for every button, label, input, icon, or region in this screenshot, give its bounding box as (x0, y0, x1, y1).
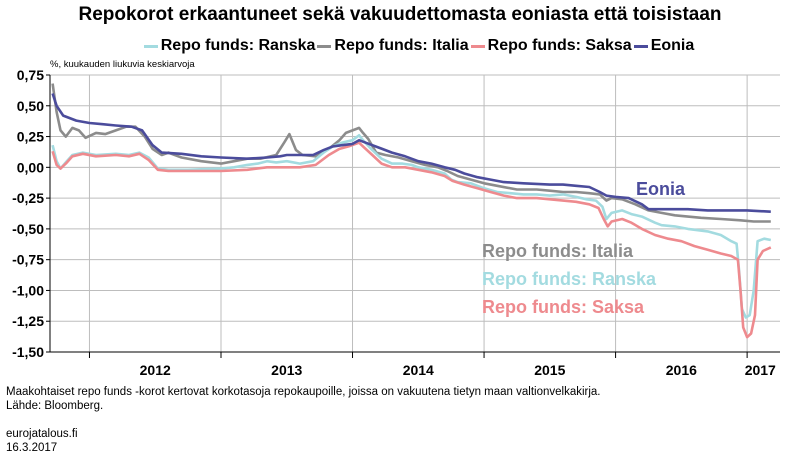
y-tick-label: -0,25 (12, 190, 44, 206)
x-tick-label: 2014 (403, 362, 434, 378)
annotation-repo-funds-ranska: Repo funds: Ranska (482, 269, 657, 289)
y-tick-label: -1,50 (12, 344, 44, 360)
annotation-repo-funds-saksa: Repo funds: Saksa (482, 297, 645, 317)
legend-swatch-italia (317, 44, 332, 48)
series-line-eonia (51, 93, 771, 213)
legend: Repo funds: Ranska Repo funds: Italia Re… (60, 37, 780, 55)
annotation-eonia: Eonia (636, 179, 686, 199)
x-tick-label: 2017 (745, 362, 776, 378)
x-tick-label: 2013 (271, 362, 302, 378)
footer-source: Lähde: Bloomberg. (6, 400, 104, 412)
series-line-repo-funds-saksa (51, 141, 772, 339)
y-tick-label: -1,25 (12, 313, 44, 329)
legend-label-ranska: Repo funds: Ranska (160, 37, 316, 54)
legend-item-saksa: Repo funds: Saksa (470, 37, 632, 55)
y-tick-label: 0,50 (17, 98, 44, 114)
footer-date: 16.3.2017 (6, 442, 58, 454)
chart-title: Repokorot erkaantuneet sekä vakuudettoma… (78, 4, 722, 25)
y-tick-label: -1,00 (12, 282, 44, 298)
legend-label-italia: Repo funds: Italia (334, 37, 469, 54)
y-tick-label: 0,25 (17, 129, 44, 145)
x-tick-label: 2016 (666, 362, 697, 378)
legend-label-saksa: Repo funds: Saksa (487, 37, 632, 54)
footer-site: eurojatalous.fi (6, 428, 78, 440)
x-tick-label: 2012 (140, 362, 171, 378)
footer: Maakohtaiset repo funds -korot kertovat … (6, 385, 601, 455)
footer-note: Maakohtaiset repo funds -korot kertovat … (6, 386, 601, 398)
y-tick-label: -0,50 (12, 221, 44, 237)
y-tick-label: -0,75 (12, 252, 44, 268)
y-tick-label: 0,00 (17, 159, 44, 175)
annotation-repo-funds-italia: Repo funds: Italia (482, 241, 634, 261)
legend-item-ranska: Repo funds: Ranska (143, 37, 316, 55)
legend-swatch-eonia (633, 44, 648, 48)
legend-swatch-saksa (470, 44, 485, 48)
legend-swatch-ranska (143, 44, 158, 48)
y-tick-label: 0,75 (17, 67, 44, 83)
legend-label-eonia: Eonia (650, 37, 695, 54)
unit-label: %, kuukauden liukuvia keskiarvoja (50, 59, 195, 70)
legend-item-eonia: Eonia (633, 37, 695, 55)
x-tick-label: 2015 (534, 362, 565, 378)
legend-item-italia: Repo funds: Italia (317, 37, 469, 55)
